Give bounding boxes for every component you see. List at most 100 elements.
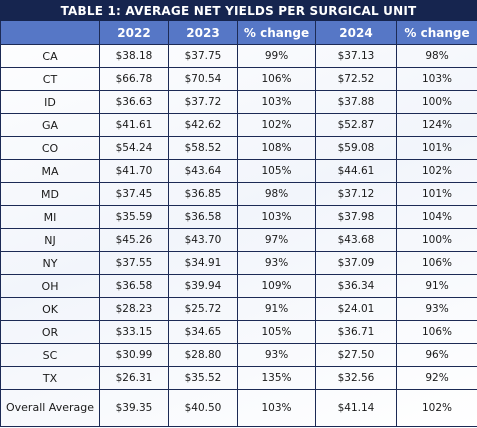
table-cell: 100% xyxy=(396,228,477,252)
row-label: OK xyxy=(0,297,100,321)
table-cell: $43.68 xyxy=(315,228,397,252)
table-row: NY $37.55 $34.91 93% $37.09 106% xyxy=(0,251,477,275)
table-cell: $40.50 xyxy=(168,389,238,427)
table-cell: $37.13 xyxy=(315,44,397,68)
header-row: 2022 2023% change 2024% change xyxy=(0,21,477,45)
table-cell: $54.24 xyxy=(99,136,169,160)
table-cell: 105% xyxy=(237,320,316,344)
data-table: 2022 2023% change 2024% change CA $38.18 $37… xyxy=(0,21,477,427)
row-label: OH xyxy=(0,274,100,298)
table-cell: $24.01 xyxy=(315,297,397,321)
table-cell: $27.50 xyxy=(315,343,397,367)
table-cell: 102% xyxy=(396,159,477,183)
table-cell: $58.52 xyxy=(168,136,238,160)
table-cell: $37.09 xyxy=(315,251,397,275)
row-label: NY xyxy=(0,251,100,275)
table-cell: $43.70 xyxy=(168,228,238,252)
row-label: Overall Average xyxy=(0,389,100,427)
table-row: ID $36.63 $37.72 103% $37.88 100% xyxy=(0,90,477,114)
column-header: 2022 xyxy=(99,21,169,45)
column-header xyxy=(0,21,100,45)
table-cell: 103% xyxy=(237,90,316,114)
table-cell: $66.78 xyxy=(99,67,169,91)
table-cell: 92% xyxy=(396,366,477,390)
table-cell: $37.55 xyxy=(99,251,169,275)
row-label: NJ xyxy=(0,228,100,252)
table-cell: $37.12 xyxy=(315,182,397,206)
table-cell: $36.85 xyxy=(168,182,238,206)
table-cell: $70.54 xyxy=(168,67,238,91)
table-cell: $43.64 xyxy=(168,159,238,183)
table-cell: $25.72 xyxy=(168,297,238,321)
table-cell: $37.88 xyxy=(315,90,397,114)
table-row: GA $41.61 $42.62 102% $52.87 124% xyxy=(0,113,477,137)
table-cell: $41.61 xyxy=(99,113,169,137)
column-header: % change xyxy=(237,21,316,45)
table-cell: $37.72 xyxy=(168,90,238,114)
table-cell: $34.65 xyxy=(168,320,238,344)
table-cell: $44.61 xyxy=(315,159,397,183)
row-label: MD xyxy=(0,182,100,206)
table-row: OK $28.23 $25.72 91% $24.01 93% xyxy=(0,297,477,321)
table-cell: 100% xyxy=(396,90,477,114)
table-cell: 106% xyxy=(396,320,477,344)
table-cell: 105% xyxy=(237,159,316,183)
table-cell: $32.56 xyxy=(315,366,397,390)
table-cell: $37.98 xyxy=(315,205,397,229)
table-cell: $52.87 xyxy=(315,113,397,137)
table-cell: $35.59 xyxy=(99,205,169,229)
table-cell: $42.62 xyxy=(168,113,238,137)
table-cell: 96% xyxy=(396,343,477,367)
table-cell: $35.52 xyxy=(168,366,238,390)
table-cell: 108% xyxy=(237,136,316,160)
table-row: MD $37.45 $36.85 98% $37.12 101% xyxy=(0,182,477,206)
table-cell: $37.45 xyxy=(99,182,169,206)
table-cell: 102% xyxy=(237,113,316,137)
table-cell: 101% xyxy=(396,136,477,160)
table-cell: 104% xyxy=(396,205,477,229)
table-cell: $39.94 xyxy=(168,274,238,298)
table-row: OH $36.58 $39.94 109% $36.34 91% xyxy=(0,274,477,298)
table-cell: $45.26 xyxy=(99,228,169,252)
table-cell: 102% xyxy=(396,389,477,427)
table-cell: 109% xyxy=(237,274,316,298)
table-cell: 93% xyxy=(237,251,316,275)
row-label: TX xyxy=(0,366,100,390)
table-row: NJ $45.26 $43.70 97% $43.68 100% xyxy=(0,228,477,252)
table-cell: 103% xyxy=(396,67,477,91)
table-cell: $30.99 xyxy=(99,343,169,367)
table-cell: $36.71 xyxy=(315,320,397,344)
table-cell: 106% xyxy=(237,67,316,91)
table-row: MA $41.70 $43.64 105% $44.61 102% xyxy=(0,159,477,183)
column-header: 2023 xyxy=(168,21,238,45)
table-cell: 93% xyxy=(237,343,316,367)
table-cell: $41.70 xyxy=(99,159,169,183)
table-row: Overall Average $39.35 $40.50 103% $41.14 102… xyxy=(0,389,477,427)
table-cell: $38.18 xyxy=(99,44,169,68)
row-label: CO xyxy=(0,136,100,160)
row-label: GA xyxy=(0,113,100,137)
table-cell: 93% xyxy=(396,297,477,321)
table-cell: 98% xyxy=(237,182,316,206)
table-cell: 101% xyxy=(396,182,477,206)
table-cell: 124% xyxy=(396,113,477,137)
table-cell: $36.63 xyxy=(99,90,169,114)
table-cell: $36.58 xyxy=(99,274,169,298)
table-cell: 97% xyxy=(237,228,316,252)
table-row: OR $33.15 $34.65 105% $36.71 106% xyxy=(0,320,477,344)
table-cell: 103% xyxy=(237,205,316,229)
column-header: % change xyxy=(396,21,477,45)
table-cell: $36.34 xyxy=(315,274,397,298)
table-cell: 91% xyxy=(396,274,477,298)
row-label: CA xyxy=(0,44,100,68)
table-cell: $59.08 xyxy=(315,136,397,160)
table-cell: 91% xyxy=(237,297,316,321)
table-cell: 135% xyxy=(237,366,316,390)
table-row: CA $38.18 $37.75 99% $37.13 98% xyxy=(0,44,477,68)
table-row: CT $66.78 $70.54 106% $72.52 103% xyxy=(0,67,477,91)
column-header: 2024 xyxy=(315,21,397,45)
table-title: TABLE 1: AVERAGE NET YIELDS PER SURGICAL… xyxy=(0,0,477,21)
row-label: SC xyxy=(0,343,100,367)
table-cell: 99% xyxy=(237,44,316,68)
